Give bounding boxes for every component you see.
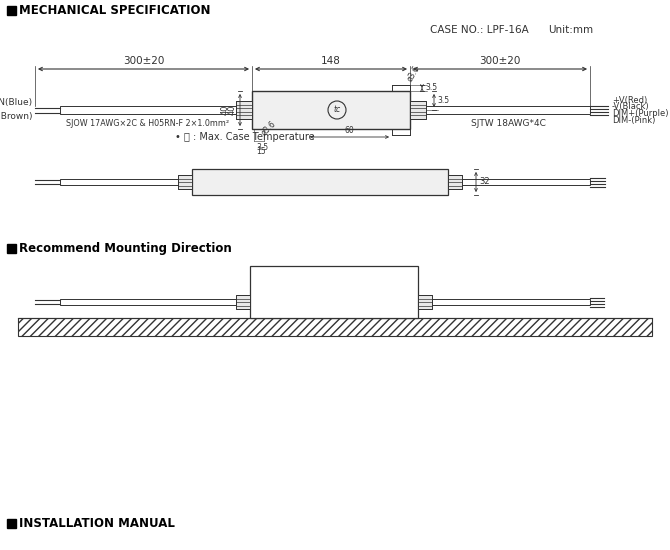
Bar bbox=[252, 91, 410, 129]
Bar bbox=[250, 266, 418, 318]
Text: 40: 40 bbox=[221, 104, 230, 116]
Text: 300±20: 300±20 bbox=[479, 56, 521, 66]
Text: 148: 148 bbox=[321, 56, 341, 66]
Text: 3.5: 3.5 bbox=[256, 143, 268, 152]
Bar bbox=[18, 318, 652, 336]
Bar bbox=[60, 179, 178, 185]
Text: 3.5: 3.5 bbox=[425, 84, 437, 92]
Bar bbox=[7, 244, 16, 253]
Text: 300±20: 300±20 bbox=[123, 56, 164, 66]
Text: AC/N(Blue): AC/N(Blue) bbox=[0, 98, 33, 107]
Text: ø3.6: ø3.6 bbox=[405, 64, 421, 83]
Text: +V(Red): +V(Red) bbox=[612, 96, 647, 104]
Bar bbox=[60, 299, 236, 305]
Text: • Ⓣ : Max. Case Temperature: • Ⓣ : Max. Case Temperature bbox=[175, 132, 315, 142]
Bar bbox=[448, 175, 462, 189]
Text: 32: 32 bbox=[479, 178, 490, 186]
Text: 15: 15 bbox=[256, 147, 265, 156]
Text: tc: tc bbox=[334, 106, 340, 114]
Text: 3.5: 3.5 bbox=[437, 96, 449, 105]
Text: AC/L(Brown): AC/L(Brown) bbox=[0, 112, 33, 120]
Bar bbox=[462, 179, 590, 185]
Bar bbox=[410, 101, 426, 119]
Bar bbox=[178, 175, 192, 189]
Bar bbox=[60, 106, 236, 114]
Text: -V(Black): -V(Black) bbox=[612, 102, 650, 112]
Bar bbox=[236, 295, 250, 309]
Text: Unit:mm: Unit:mm bbox=[548, 25, 593, 35]
Bar bbox=[418, 295, 432, 309]
Text: ø3.6: ø3.6 bbox=[260, 119, 278, 137]
Text: 60: 60 bbox=[344, 126, 354, 135]
Bar bbox=[432, 299, 590, 305]
Text: CASE NO.: LPF-16A: CASE NO.: LPF-16A bbox=[430, 25, 529, 35]
Text: Recommend Mounting Direction: Recommend Mounting Direction bbox=[19, 242, 232, 255]
Bar bbox=[426, 106, 590, 114]
Text: SJOW 17AWG×2C & H05RN-F 2×1.0mm²: SJOW 17AWG×2C & H05RN-F 2×1.0mm² bbox=[66, 119, 230, 129]
Bar bbox=[192, 169, 448, 195]
Text: DIM-(Pink): DIM-(Pink) bbox=[612, 117, 655, 125]
Text: INSTALLATION MANUAL: INSTALLATION MANUAL bbox=[19, 517, 175, 530]
Text: SJTW 18AWG*4C: SJTW 18AWG*4C bbox=[470, 119, 545, 129]
Text: 40: 40 bbox=[228, 104, 237, 116]
Bar bbox=[7, 519, 16, 528]
Bar bbox=[7, 6, 16, 15]
Bar bbox=[236, 101, 252, 119]
Text: DIM+(Purple): DIM+(Purple) bbox=[612, 109, 669, 118]
Text: MECHANICAL SPECIFICATION: MECHANICAL SPECIFICATION bbox=[19, 4, 210, 17]
